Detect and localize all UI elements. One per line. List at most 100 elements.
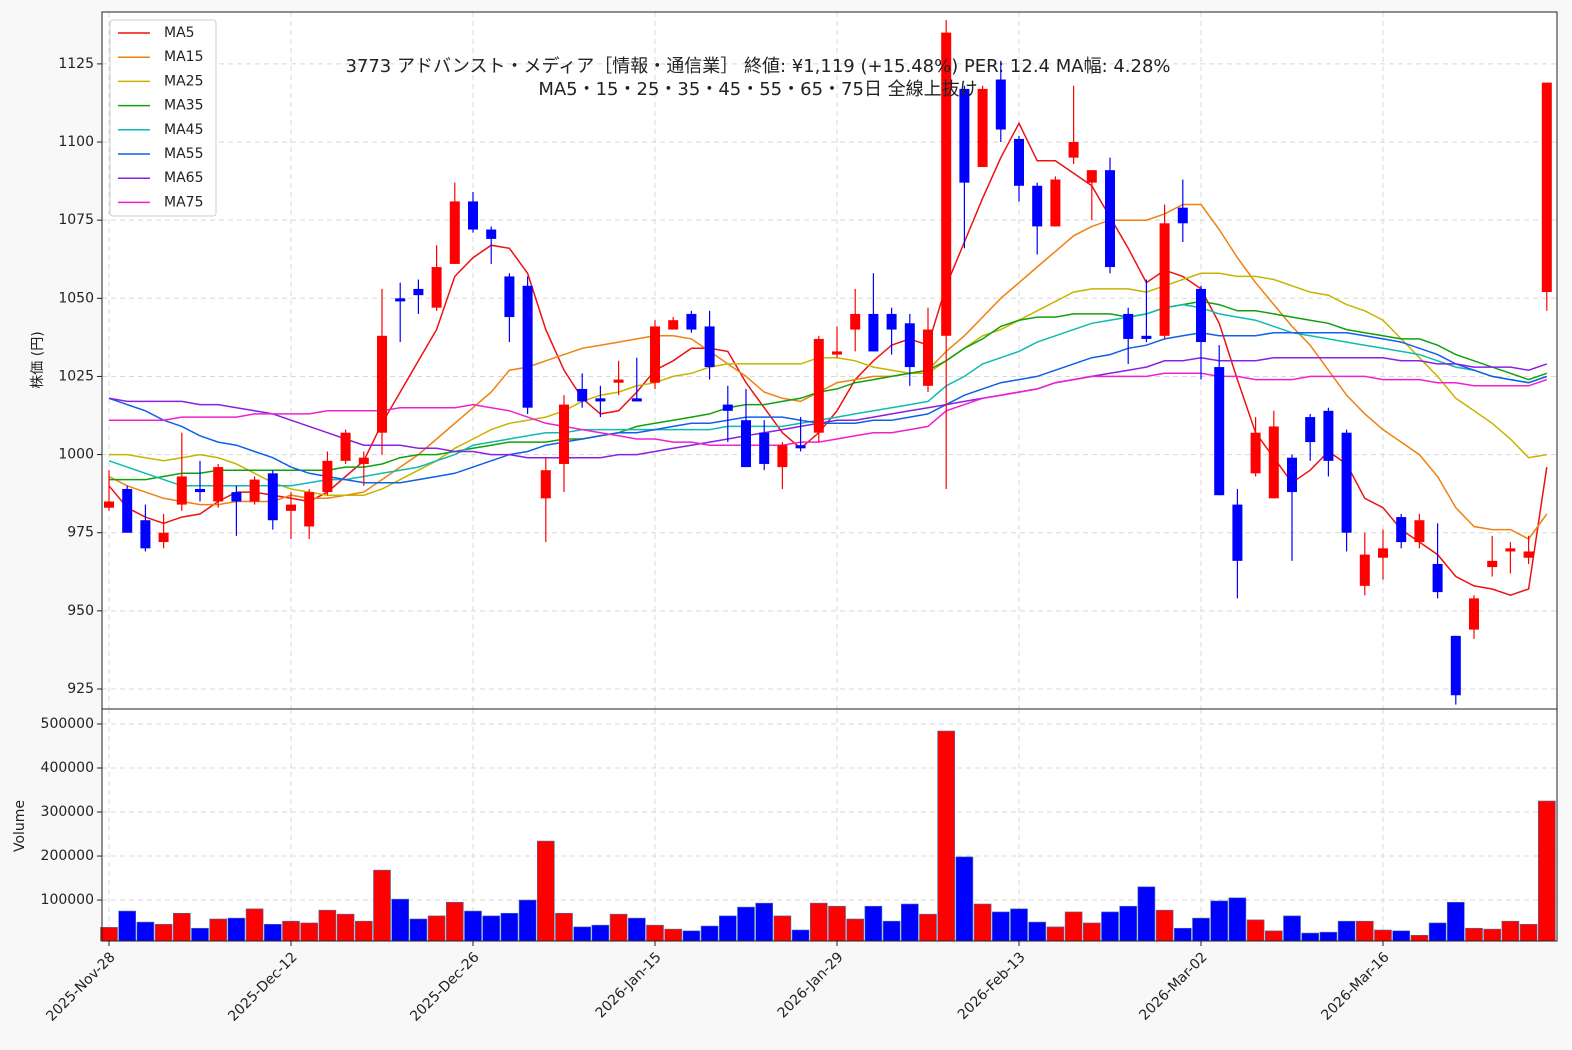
ma-line xyxy=(108,331,1548,484)
candle-body xyxy=(559,404,569,464)
candle-body xyxy=(158,532,169,543)
y-tick-label: 1100 xyxy=(58,134,94,150)
y-tick-label: 925 xyxy=(67,681,94,697)
candle-body xyxy=(704,326,715,368)
volume-bar xyxy=(209,918,227,942)
candle-body xyxy=(1287,457,1297,493)
candle-body xyxy=(977,88,988,168)
y-tick-label: 1075 xyxy=(58,212,94,228)
candle-body xyxy=(1196,288,1206,343)
volume-bar xyxy=(1028,921,1046,942)
candle-body xyxy=(340,432,351,461)
candle-body xyxy=(1378,548,1388,558)
candle-body xyxy=(322,460,333,493)
volume-bar xyxy=(1392,930,1410,942)
candle-body xyxy=(1541,82,1552,293)
y-tick-label: 500000 xyxy=(41,716,94,732)
volume-bar xyxy=(300,922,319,942)
candle-body xyxy=(795,445,806,449)
volume-bar xyxy=(955,856,974,942)
volume-bar xyxy=(445,901,464,942)
volume-bar xyxy=(773,915,792,942)
candle-body xyxy=(522,285,533,408)
candle-body xyxy=(959,88,970,183)
volume-bar xyxy=(427,915,446,942)
candle-body xyxy=(1414,520,1425,543)
x-tick-label: 2026-Feb-13 xyxy=(955,949,1029,1023)
volume-bar xyxy=(937,730,956,942)
legend-label: MA65 xyxy=(164,170,203,186)
volume-bar xyxy=(1465,927,1483,942)
legend-label: MA15 xyxy=(164,49,203,65)
candle-body xyxy=(267,473,278,521)
y-tick-label: 200000 xyxy=(41,848,94,864)
legend: MA5 MA15 MA25 MA35 MA45 MA55 MA65 MA75 xyxy=(109,19,217,217)
candle-body xyxy=(104,501,114,508)
candle-body xyxy=(213,467,224,502)
volume-bar xyxy=(373,869,391,942)
volume-bar xyxy=(1083,922,1101,942)
y-tick-label: 300000 xyxy=(41,804,94,820)
price-panel xyxy=(102,12,1557,709)
candle-body xyxy=(631,398,642,402)
volume-bar xyxy=(1192,917,1210,942)
x-tick-label: 2026-Mar-16 xyxy=(1318,949,1392,1023)
volume-bar xyxy=(791,929,810,942)
y-tick-label: 100000 xyxy=(41,892,94,908)
candle-body xyxy=(813,338,824,433)
volume-bar xyxy=(354,920,373,942)
volume-bar xyxy=(1265,930,1283,942)
candle-body xyxy=(1032,185,1043,227)
candle-body xyxy=(1250,432,1261,474)
volume-bar xyxy=(1447,901,1465,942)
volume-bar xyxy=(136,921,155,942)
volume-bar xyxy=(536,840,555,942)
candle-body xyxy=(759,432,770,464)
volume-bar xyxy=(1337,920,1356,942)
x-tick-label: 2025-Dec-26 xyxy=(407,949,482,1024)
volume-bar xyxy=(682,930,701,942)
candle-body xyxy=(1505,548,1516,552)
y-tick-label: 1050 xyxy=(58,290,94,306)
volume-bar xyxy=(646,924,664,942)
volume-bar xyxy=(263,923,282,942)
candle-body xyxy=(413,288,424,296)
y-tick-label: 950 xyxy=(67,603,94,619)
legend-box xyxy=(109,19,217,217)
volume-bar xyxy=(973,903,992,942)
candle-body xyxy=(1123,313,1134,339)
volume-bar xyxy=(1046,926,1065,942)
candle-body xyxy=(1268,426,1279,499)
candle-body xyxy=(650,326,660,383)
candle-body xyxy=(1105,170,1115,268)
x-tick-label: 2026-Jan-15 xyxy=(593,949,665,1021)
candle-body xyxy=(1141,335,1152,339)
candle-body xyxy=(613,379,624,383)
candle-body xyxy=(886,313,897,330)
volume-bar xyxy=(318,909,337,942)
candle-body xyxy=(1432,563,1443,593)
volume-bar xyxy=(846,918,865,942)
candle-body xyxy=(741,420,751,468)
volume-axis-label: Volume xyxy=(12,800,28,852)
candle-body xyxy=(1050,179,1061,227)
volume-bar xyxy=(1119,905,1137,942)
volume-bar xyxy=(828,905,846,942)
volume-bar xyxy=(191,927,209,942)
candle-body xyxy=(358,457,369,464)
volume-bar xyxy=(518,899,537,942)
candle-body xyxy=(868,313,879,352)
volume-bar xyxy=(464,910,482,942)
volume-bar xyxy=(1155,909,1174,942)
candle-body xyxy=(577,388,588,402)
candle-body xyxy=(486,229,497,239)
candle-body xyxy=(1487,560,1498,568)
volume-bar xyxy=(1410,934,1429,942)
candle-body xyxy=(686,313,697,330)
volume-bar xyxy=(900,903,919,942)
legend-label: MA75 xyxy=(164,194,203,210)
volume-bar xyxy=(882,920,901,942)
candle-body xyxy=(1469,598,1479,630)
volume-bar xyxy=(227,917,246,942)
